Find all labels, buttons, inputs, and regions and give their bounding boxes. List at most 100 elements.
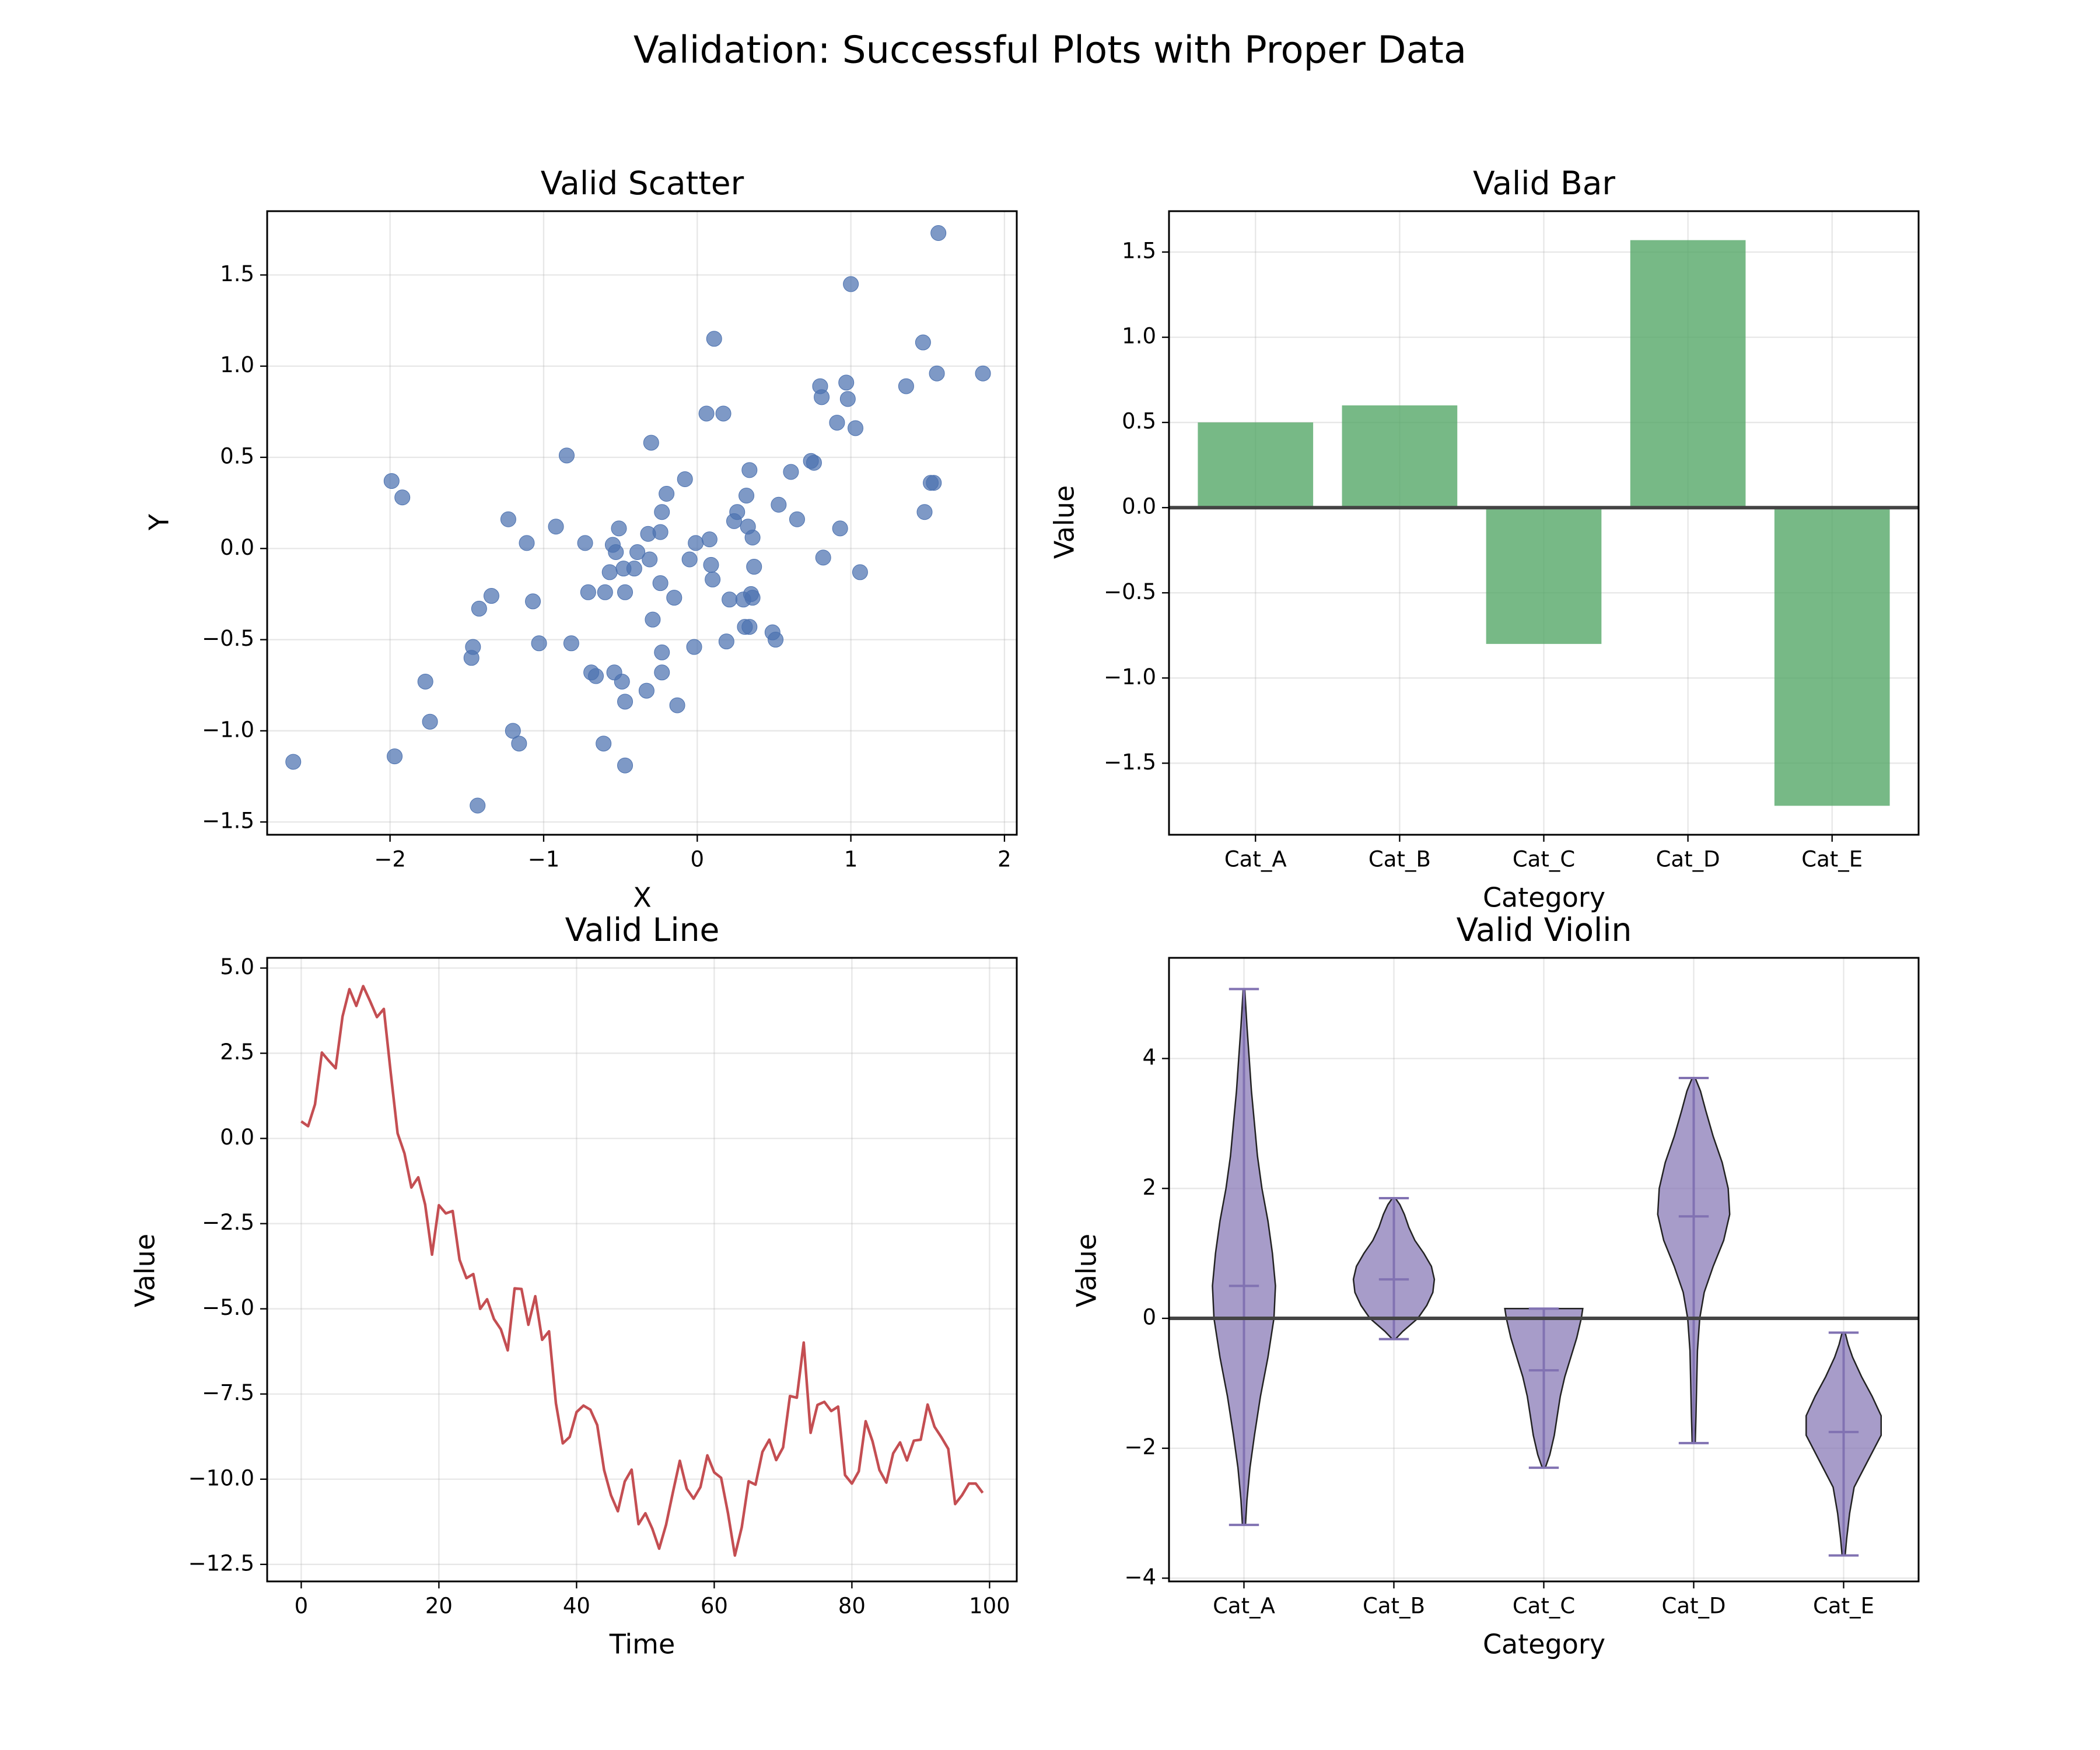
violin-title: Valid Violin: [1457, 911, 1632, 949]
scatter-y-tick-label: 1.5: [220, 261, 254, 286]
violin-y-tick-label: −4: [1124, 1564, 1156, 1590]
bar-cat-d: [1630, 240, 1746, 508]
violin-x-tick-label: Cat_E: [1813, 1594, 1874, 1619]
scatter-point: [930, 225, 947, 242]
scatter-point: [814, 389, 830, 405]
violin-x-tick-label: Cat_B: [1363, 1594, 1425, 1619]
scatter-point: [843, 276, 859, 292]
scatter-x-axis-label: X: [633, 882, 652, 914]
scatter-point: [563, 635, 579, 652]
scatter-point: [729, 504, 746, 520]
scatter-point: [608, 544, 624, 561]
scatter-y-tick-label: 0.0: [220, 535, 254, 560]
scatter-point: [417, 673, 433, 690]
line-y-tick-label: 5.0: [220, 954, 254, 979]
scatter-point: [580, 584, 596, 600]
scatter-y-tick-label: −1.0: [202, 717, 254, 742]
scatter-point: [617, 584, 634, 600]
scatter-point: [588, 668, 604, 684]
scatter-point: [839, 391, 856, 407]
scatter-point: [471, 600, 487, 617]
scatter-point: [626, 561, 642, 577]
scatter-point: [688, 535, 704, 551]
scatter-point: [722, 592, 738, 608]
line-x-axis-label: Time: [609, 1629, 676, 1660]
scatter-point: [829, 415, 845, 431]
scatter-point: [771, 496, 787, 513]
scatter-point: [642, 551, 658, 568]
scatter-point: [838, 374, 855, 391]
scatter-point: [596, 736, 612, 752]
scatter-point: [611, 520, 627, 537]
bar-x-tick-label: Cat_B: [1368, 847, 1431, 872]
scatter-y-axis-label: Y: [144, 513, 175, 531]
scatter-point: [614, 673, 630, 690]
bar-plot-frame: [1168, 210, 1920, 836]
scatter-point: [666, 590, 682, 606]
bar-y-tick-label: −1.0: [1104, 664, 1156, 690]
scatter-point: [394, 489, 411, 506]
bar-x-tick-label: Cat_A: [1224, 847, 1287, 872]
scatter-y-tick-label: −1.5: [202, 808, 254, 834]
scatter-point: [500, 511, 516, 527]
bar-y-axis-label: Value: [1049, 485, 1080, 559]
scatter-point: [659, 485, 675, 502]
bar-y-tick-label: −1.5: [1104, 750, 1156, 775]
scatter-x-tick-label: 1: [844, 847, 858, 872]
line-y-tick-label: −10.0: [188, 1465, 254, 1490]
scatter-point: [531, 635, 547, 652]
scatter-point: [806, 454, 822, 471]
scatter-x-tick-label: 2: [998, 847, 1012, 872]
bar-cat-a: [1198, 422, 1314, 508]
bar-y-tick-label: 0.0: [1122, 494, 1156, 519]
scatter-point: [898, 378, 914, 394]
scatter-x-tick-label: −1: [528, 847, 560, 872]
scatter-point: [706, 331, 722, 347]
scatter-point: [746, 559, 762, 575]
violin-x-tick-label: Cat_A: [1213, 1594, 1275, 1619]
line-y-tick-label: 0.0: [220, 1125, 254, 1150]
scatter-point: [548, 519, 564, 535]
scatter-point: [681, 551, 698, 568]
scatter-x-tick-label: 0: [691, 847, 705, 872]
line-y-tick-label: −2.5: [202, 1210, 254, 1235]
violin-y-axis-label: Value: [1071, 1234, 1102, 1307]
scatter-point: [975, 365, 991, 382]
scatter-point: [597, 584, 613, 600]
scatter-point: [519, 535, 535, 551]
line-title: Valid Line: [565, 911, 720, 949]
scatter-point: [643, 435, 659, 451]
violin-y-tick-label: 4: [1142, 1045, 1156, 1070]
scatter-point: [926, 475, 942, 491]
scatter-point: [916, 504, 933, 520]
scatter-title: Valid Scatter: [541, 164, 744, 202]
scatter-point: [848, 420, 864, 436]
violin-x-tick-label: Cat_C: [1513, 1594, 1575, 1619]
scatter-point: [654, 504, 670, 520]
bar-y-tick-label: 0.5: [1122, 409, 1156, 434]
scatter-point: [768, 632, 784, 648]
scatter-point: [645, 611, 661, 628]
violin-panel: Cat_A Cat_B Cat_C Cat_D Cat_E −4 −2 0 2 4 Valid V…: [1071, 911, 1920, 1660]
bar-cat-e: [1774, 508, 1890, 806]
line-y-tick-label: −5.0: [202, 1295, 254, 1320]
line-x-tick-label: 0: [295, 1594, 309, 1619]
violin-y-tick-label: −2: [1124, 1434, 1156, 1460]
scatter-point: [741, 462, 758, 478]
line-x-tick-label: 60: [701, 1594, 728, 1619]
scatter-point: [483, 588, 499, 604]
scatter-point: [654, 664, 670, 681]
time-series-line: [300, 985, 984, 1557]
scatter-point: [686, 639, 702, 655]
scatter-point: [285, 754, 302, 770]
scatter-point: [744, 530, 761, 546]
bar-y-tick-label: 1.5: [1122, 239, 1156, 264]
bar-x-axis-label: Category: [1483, 882, 1605, 914]
scatter-y-tick-label: −0.5: [202, 626, 254, 651]
scatter-point: [511, 736, 527, 752]
bar-x-tick-label: Cat_E: [1801, 847, 1863, 872]
scatter-point: [703, 556, 719, 573]
scatter-point: [470, 797, 486, 814]
scatter-point: [422, 713, 438, 730]
scatter-point: [715, 405, 732, 422]
